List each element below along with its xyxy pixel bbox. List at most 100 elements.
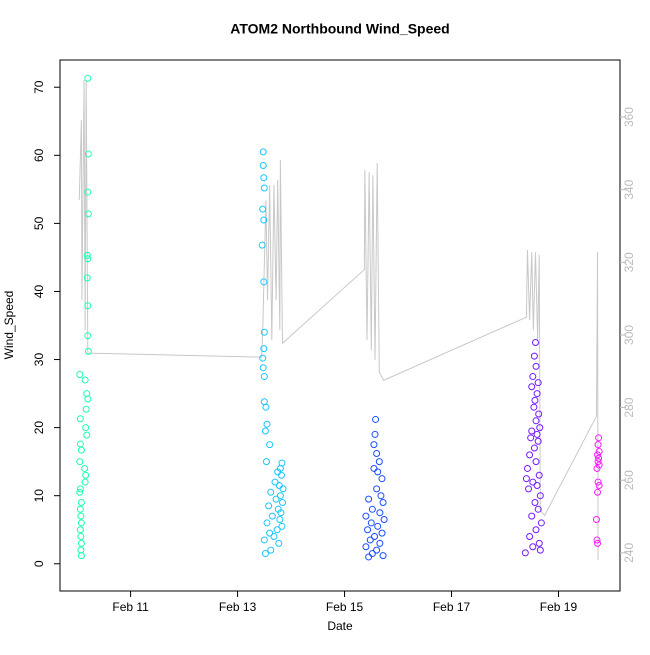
point: [378, 475, 386, 483]
point: [84, 332, 92, 340]
point: [362, 543, 370, 551]
point: [525, 485, 533, 493]
point: [376, 509, 384, 517]
point: [532, 417, 540, 425]
y-tick-label: 20: [32, 421, 46, 435]
point: [530, 444, 538, 452]
point: [367, 519, 375, 527]
point: [83, 251, 91, 259]
x-tick-label: Feb 13: [219, 600, 257, 614]
point: [76, 526, 84, 534]
point: [273, 526, 281, 534]
point: [270, 533, 278, 541]
direction-line: [78, 79, 599, 561]
point: [76, 458, 84, 466]
point: [534, 505, 542, 513]
point: [84, 210, 92, 218]
point: [594, 441, 602, 449]
point: [77, 533, 85, 541]
point: [374, 522, 382, 530]
point: [81, 376, 89, 384]
y-tick-label: 50: [32, 216, 46, 230]
point: [362, 512, 370, 520]
point: [365, 495, 373, 503]
point: [534, 379, 542, 387]
point: [368, 505, 376, 513]
point: [260, 184, 268, 192]
point: [77, 546, 85, 554]
point: [532, 526, 540, 534]
point: [594, 488, 602, 496]
point: [77, 519, 85, 527]
point: [593, 464, 601, 472]
point: [279, 485, 287, 493]
point: [266, 529, 274, 537]
plot-frame: [59, 59, 621, 592]
point: [523, 464, 531, 472]
point: [260, 174, 268, 182]
point: [261, 427, 269, 435]
point: [532, 362, 540, 370]
point: [267, 488, 275, 496]
point: [527, 434, 535, 442]
y-tick-label: 40: [32, 284, 46, 298]
point: [529, 478, 537, 486]
point: [259, 205, 267, 213]
point: [276, 516, 284, 524]
point: [83, 274, 91, 282]
point: [260, 216, 268, 224]
point: [262, 458, 270, 466]
y2-tick-label: 260: [622, 470, 636, 490]
point: [265, 502, 273, 510]
y-tick-label: 30: [32, 353, 46, 367]
point: [77, 552, 85, 560]
point: [377, 492, 385, 500]
point: [534, 437, 542, 445]
point: [522, 475, 530, 483]
point: [378, 529, 386, 537]
point: [594, 458, 602, 466]
point: [259, 162, 267, 170]
x-tick-label: Feb 19: [540, 600, 578, 614]
point: [276, 492, 284, 500]
point: [84, 302, 92, 310]
y2-tick-label: 240: [622, 543, 636, 563]
point: [373, 546, 381, 554]
point: [263, 420, 271, 428]
point: [370, 441, 378, 449]
point: [81, 478, 89, 486]
point: [526, 451, 534, 459]
point: [260, 278, 268, 286]
y2-tick-label: 320: [622, 252, 636, 272]
point: [529, 373, 537, 381]
point: [366, 536, 374, 544]
y-tick-label: 0: [32, 560, 46, 567]
point: [260, 328, 268, 336]
point: [76, 488, 84, 496]
y2-tick-label: 360: [622, 107, 636, 127]
point: [278, 522, 286, 530]
point: [266, 441, 274, 449]
point: [76, 415, 84, 423]
point: [258, 241, 266, 249]
point: [595, 454, 603, 462]
point: [595, 461, 603, 469]
point: [531, 499, 539, 506]
point: [259, 354, 267, 362]
point: [593, 536, 601, 544]
point: [529, 543, 537, 551]
point: [535, 539, 543, 547]
point: [373, 449, 381, 457]
point: [370, 533, 378, 541]
point: [380, 516, 388, 524]
y-axis-label: Wind_Speed: [2, 291, 16, 360]
point: [82, 405, 90, 413]
point: [268, 512, 276, 520]
point: [259, 148, 267, 156]
point: [277, 509, 285, 517]
point: [373, 485, 381, 493]
y-tick-label: 60: [32, 148, 46, 162]
y2-tick-label: 280: [622, 397, 636, 417]
point: [277, 471, 285, 479]
point: [594, 451, 602, 459]
